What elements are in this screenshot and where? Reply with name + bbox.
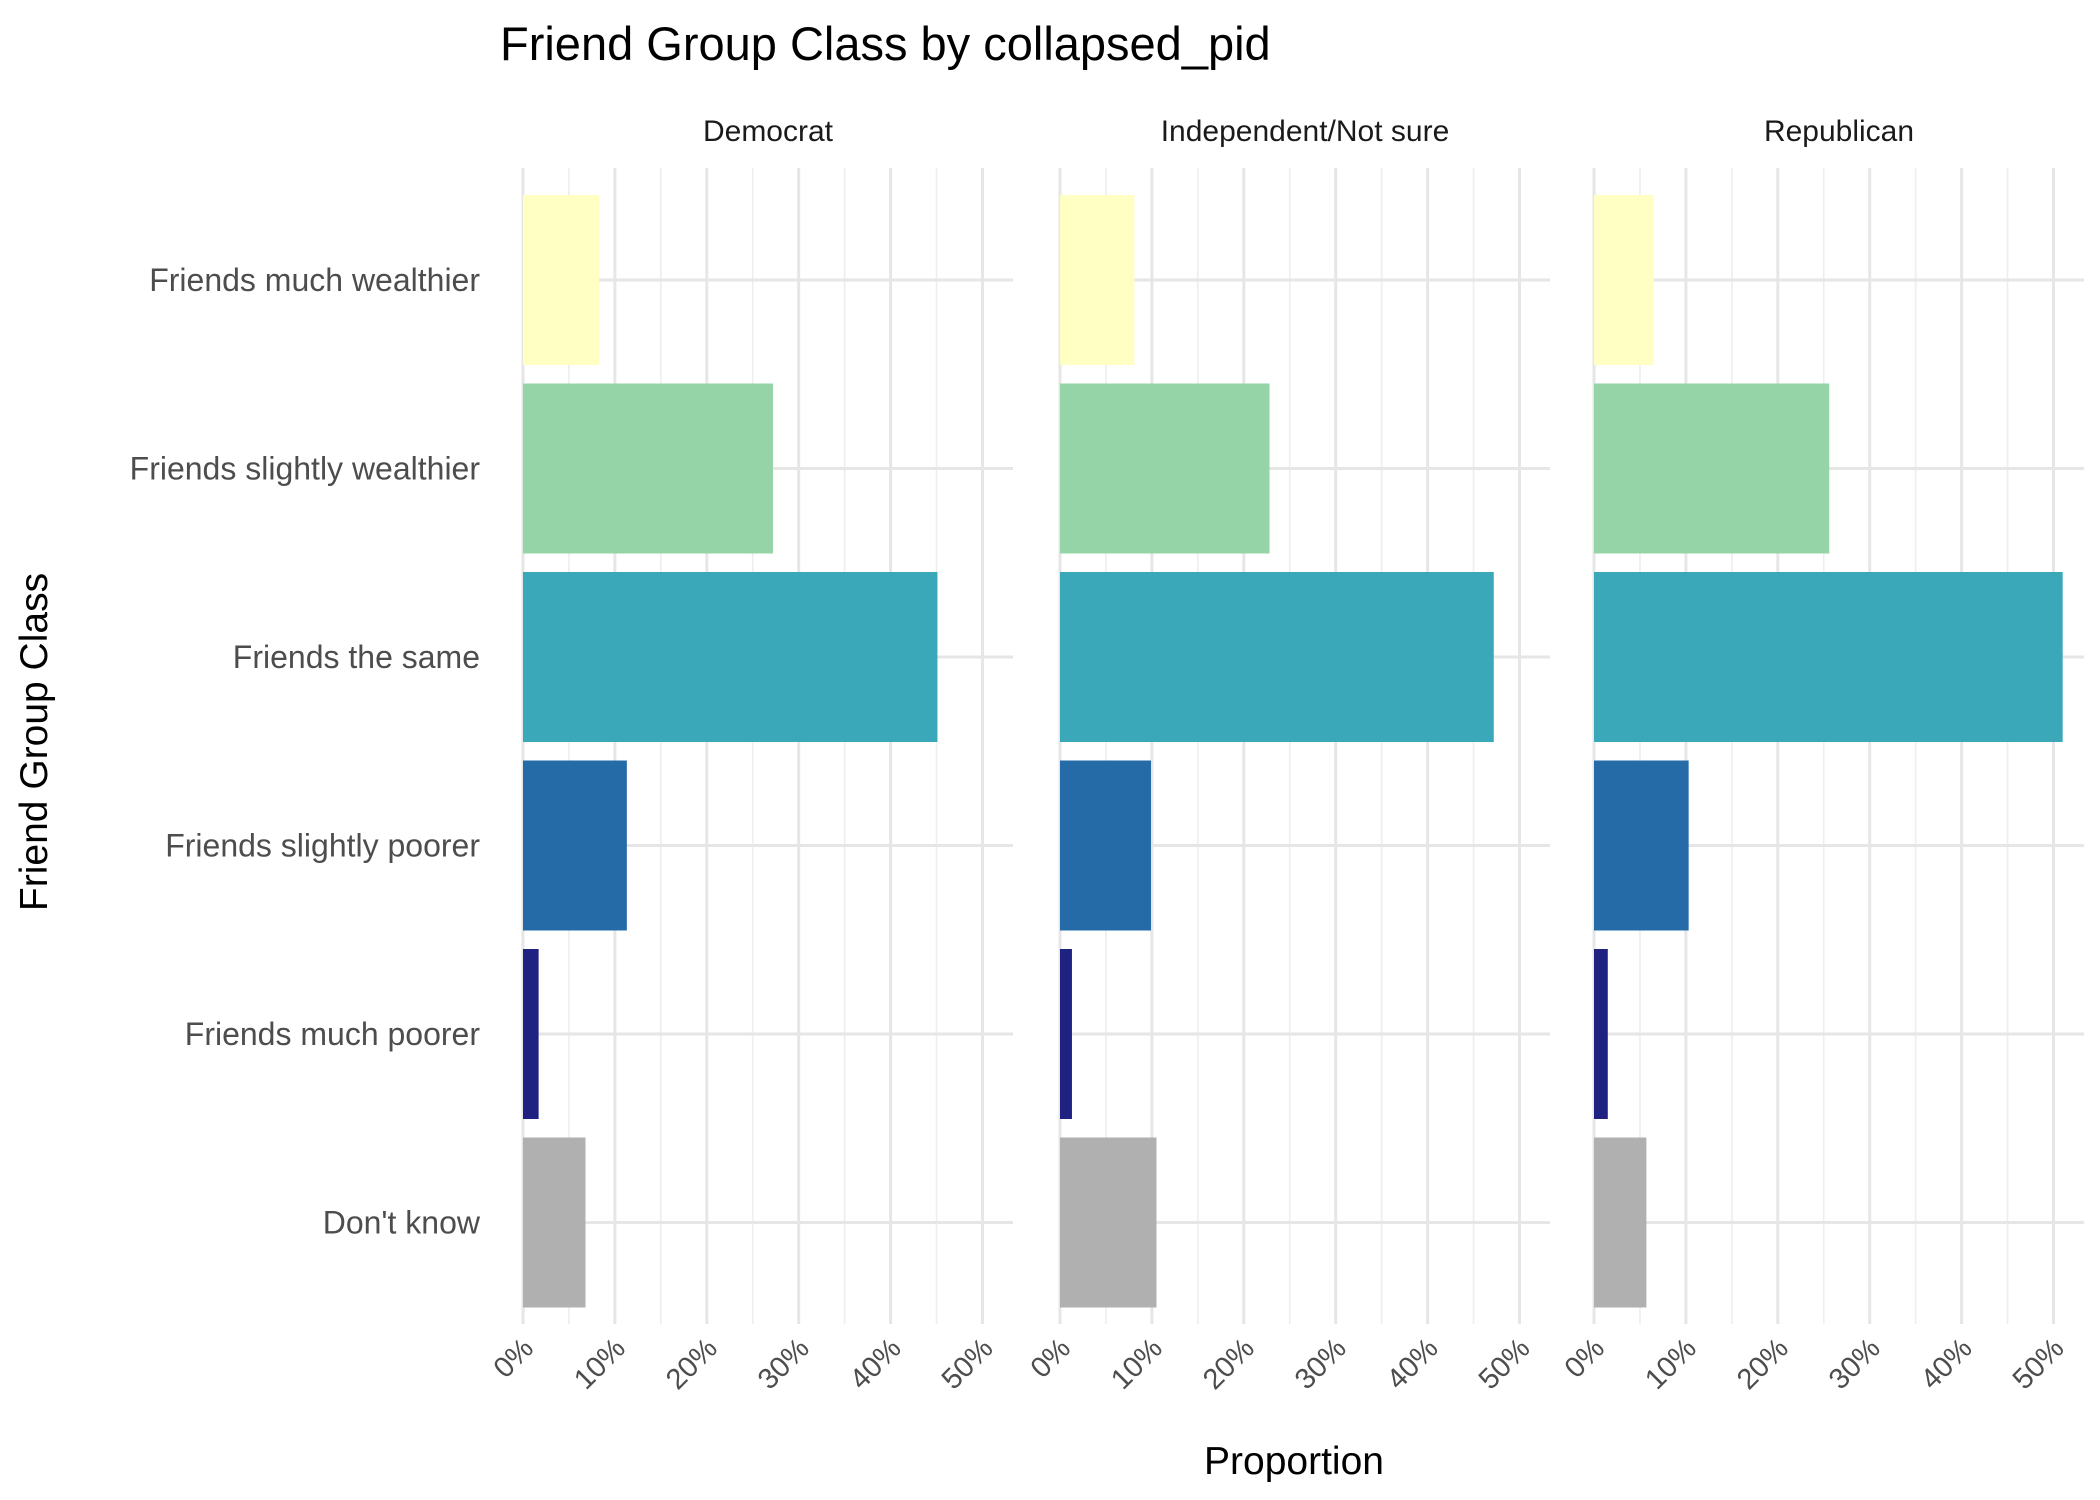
facet-strip-label: Democrat [703, 115, 834, 148]
chart-title: Friend Group Class by collapsed_pid [500, 17, 1271, 70]
x-tick-label: 20% [660, 1332, 724, 1396]
bar [1060, 383, 1270, 554]
x-axis-title: Proportion [1204, 1440, 1384, 1483]
bar [1594, 383, 1830, 554]
category-label: Friends slightly poorer [165, 828, 480, 864]
x-tick-label: 50% [1473, 1332, 1537, 1396]
facet-strip-label: Republican [1764, 115, 1914, 148]
facet-panel: Republican 0% 10% 20% 30% 40% 50% [1559, 115, 2084, 1396]
x-tick-label: 40% [1381, 1332, 1445, 1396]
x-tick-label: 20% [1197, 1332, 1261, 1396]
x-tick-label: 0% [488, 1332, 540, 1384]
facet-panel: Independent/Not sure 0% 10% 20% 30% 40% 50% [1025, 115, 1550, 1396]
bar [1594, 949, 1608, 1119]
bar [523, 760, 627, 931]
x-tick-label: 50% [936, 1332, 1000, 1396]
bar [1594, 572, 2063, 742]
bar [1060, 195, 1135, 365]
bar [1060, 949, 1072, 1119]
bar [523, 195, 600, 365]
x-tick-label: 0% [1559, 1332, 1611, 1384]
x-tick-label: 20% [1731, 1332, 1795, 1396]
category-label: Friends the same [233, 639, 480, 675]
bar [523, 949, 539, 1119]
y-axis-title: Friend Group Class [13, 573, 56, 911]
facet-panel: Democrat 0% 10% 20% 30% 40% 50% [488, 115, 1013, 1396]
category-label: Friends much poorer [185, 1016, 481, 1052]
x-tick-label: 30% [752, 1332, 816, 1396]
bar [523, 572, 938, 742]
category-labels: Friends much wealthier Friends slightly w… [130, 262, 481, 1241]
x-tick-label: 10% [1105, 1332, 1169, 1396]
x-tick-label: 40% [1915, 1332, 1979, 1396]
x-tick-label: 50% [2007, 1332, 2071, 1396]
category-label: Friends slightly wealthier [130, 451, 481, 487]
category-label: Friends much wealthier [149, 262, 480, 298]
x-tick-label: 10% [1639, 1332, 1703, 1396]
x-tick-label: 0% [1025, 1332, 1077, 1384]
x-tick-label: 30% [1823, 1332, 1887, 1396]
bar [1060, 572, 1494, 742]
x-tick-label: 10% [568, 1332, 632, 1396]
facet-strip-label: Independent/Not sure [1161, 115, 1450, 148]
bar [523, 1137, 586, 1308]
bar [1060, 1137, 1157, 1308]
x-tick-label: 30% [1289, 1332, 1353, 1396]
bar [523, 383, 773, 554]
category-label: Don't know [323, 1205, 481, 1241]
x-tick-label: 40% [844, 1332, 908, 1396]
bar [1594, 760, 1689, 931]
bar [1594, 1137, 1647, 1308]
bar [1594, 195, 1654, 365]
bar [1060, 760, 1151, 931]
